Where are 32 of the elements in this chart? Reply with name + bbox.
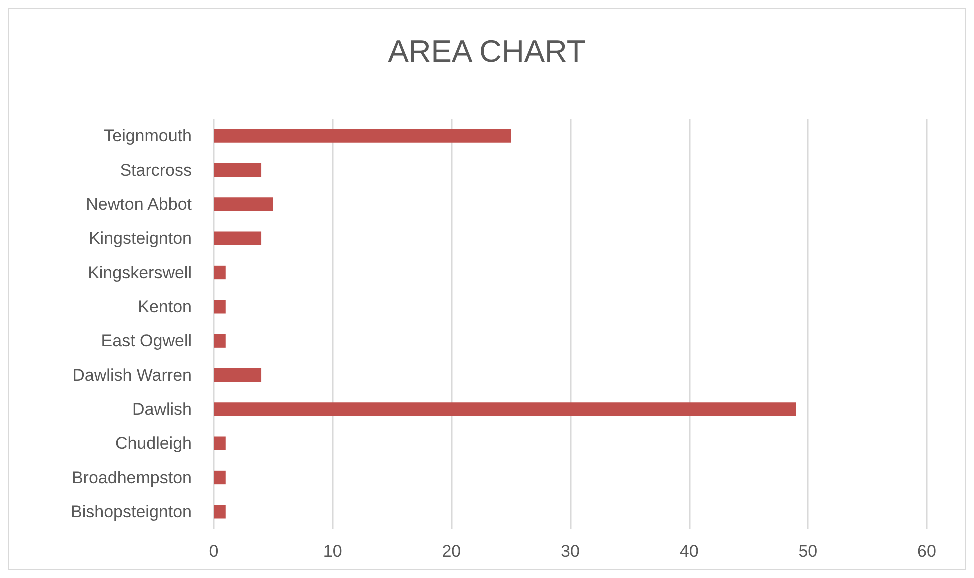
bar bbox=[214, 470, 226, 485]
x-tick-label: 60 bbox=[918, 542, 936, 561]
bar bbox=[214, 334, 226, 348]
y-tick-label: Kingskerswell bbox=[88, 263, 192, 282]
bar bbox=[214, 266, 226, 280]
chart-title: AREA CHART bbox=[388, 34, 586, 69]
bar bbox=[214, 300, 226, 314]
y-tick-label: Teignmouth bbox=[104, 126, 192, 146]
y-tick-label: Bishopsteignton bbox=[71, 502, 192, 522]
y-tick-label: Dawlish bbox=[132, 400, 192, 419]
bar bbox=[214, 368, 262, 382]
bar bbox=[214, 163, 262, 178]
y-tick-label: Kingsteignton bbox=[88, 229, 192, 248]
y-tick-label: Chudleigh bbox=[115, 434, 192, 454]
x-tick-label: 10 bbox=[323, 542, 342, 561]
x-tick-label: 40 bbox=[680, 542, 699, 561]
y-tick-label: East Ogwell bbox=[101, 332, 192, 351]
y-tick-label: Starcross bbox=[120, 160, 192, 180]
x-tick-label: 0 bbox=[209, 542, 219, 561]
y-tick-label: Newton Abbot bbox=[86, 194, 192, 214]
x-tick-label: 20 bbox=[442, 542, 462, 561]
y-tick-label: Kenton bbox=[138, 297, 192, 316]
x-tick-label: 30 bbox=[561, 542, 580, 561]
bar bbox=[214, 402, 796, 416]
bar bbox=[214, 198, 274, 212]
bar bbox=[214, 436, 226, 450]
x-tick-label: 50 bbox=[798, 542, 818, 561]
bar bbox=[214, 505, 226, 519]
y-tick-label: Broadhempston bbox=[72, 468, 192, 488]
y-tick-label: Dawlish Warren bbox=[72, 366, 192, 385]
bar bbox=[214, 129, 512, 143]
bar bbox=[214, 232, 262, 246]
